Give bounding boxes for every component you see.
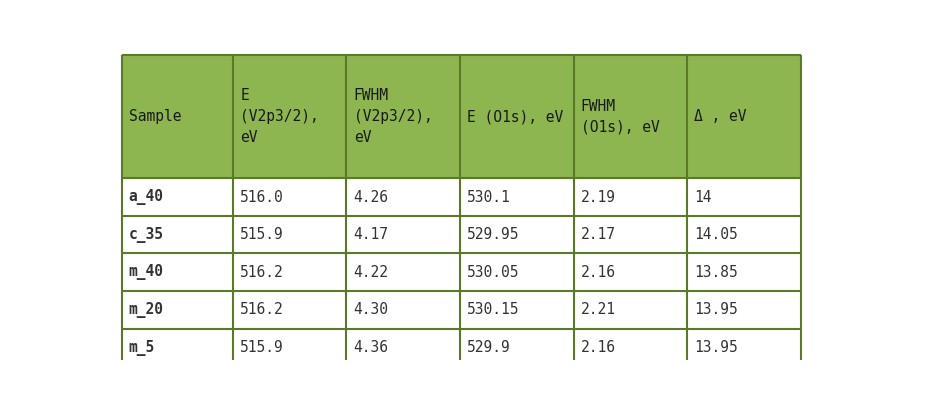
Text: a_40: a_40 [129, 189, 164, 205]
Text: 516.0: 516.0 [240, 189, 284, 204]
Text: 13.85: 13.85 [694, 265, 738, 280]
Bar [121, 178, 801, 216]
Text: 515.9: 515.9 [240, 340, 284, 355]
Bar [121, 329, 801, 366]
Text: 2.21: 2.21 [580, 303, 616, 318]
Text: 2.16: 2.16 [580, 340, 616, 355]
Text: FWHM
(O1s), eV: FWHM (O1s), eV [580, 99, 659, 135]
Text: 529.95: 529.95 [467, 227, 520, 242]
Text: 4.17: 4.17 [354, 227, 388, 242]
Text: 14.05: 14.05 [694, 227, 738, 242]
Text: 4.30: 4.30 [354, 303, 388, 318]
Bar [121, 291, 801, 329]
Text: FWHM
(V2p3/2),
eV: FWHM (V2p3/2), eV [354, 88, 432, 145]
Text: 4.36: 4.36 [354, 340, 388, 355]
Text: 530.15: 530.15 [467, 303, 520, 318]
Text: 516.2: 516.2 [240, 303, 284, 318]
Text: 2.17: 2.17 [580, 227, 616, 242]
Text: m_20: m_20 [129, 302, 164, 318]
Text: 14: 14 [694, 189, 712, 204]
Text: 530.05: 530.05 [467, 265, 520, 280]
Bar [121, 216, 801, 253]
Text: 4.22: 4.22 [354, 265, 388, 280]
Text: 4.26: 4.26 [354, 189, 388, 204]
Text: Sample: Sample [129, 109, 182, 124]
Text: 13.95: 13.95 [694, 340, 738, 355]
Text: c_35: c_35 [129, 227, 164, 243]
Text: Δ , eV: Δ , eV [694, 109, 747, 124]
Text: 2.19: 2.19 [580, 189, 616, 204]
Text: 530.1: 530.1 [467, 189, 511, 204]
Text: m_5: m_5 [129, 340, 155, 356]
Text: 2.16: 2.16 [580, 265, 616, 280]
Text: 515.9: 515.9 [240, 227, 284, 242]
Bar [121, 253, 801, 291]
Text: E (O1s), eV: E (O1s), eV [467, 109, 564, 124]
Bar [121, 55, 801, 178]
Text: 516.2: 516.2 [240, 265, 284, 280]
Text: E
(V2p3/2),
eV: E (V2p3/2), eV [240, 88, 319, 145]
Text: 529.9: 529.9 [467, 340, 511, 355]
Text: 13.95: 13.95 [694, 303, 738, 318]
Text: m_40: m_40 [129, 264, 164, 280]
